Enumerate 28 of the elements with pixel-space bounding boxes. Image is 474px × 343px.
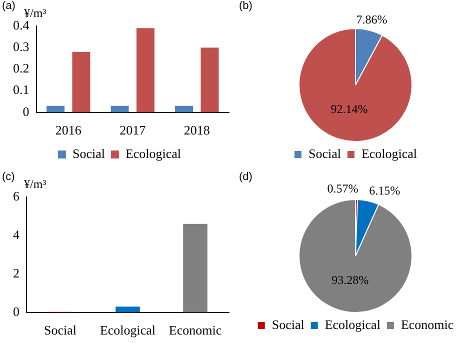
y-tick-label: 0.2 <box>13 60 30 76</box>
x-tick-label: Ecological <box>100 322 156 338</box>
text: (a) <box>2 0 16 12</box>
y-tick-label: 2 <box>13 265 20 280</box>
y-axis-title: ¥/m³ <box>24 177 47 192</box>
data-label: 6.15% <box>369 183 400 198</box>
data-label: 7.86% <box>356 12 388 27</box>
text: (c) <box>2 171 15 183</box>
x-tick-label: Social <box>44 322 77 338</box>
legend-label: Ecological <box>361 146 418 161</box>
y-tick-label: 0 <box>13 304 20 319</box>
x-tick-label: 2018 <box>184 122 210 138</box>
x-tick-label: 2016 <box>55 122 82 138</box>
data-label: 92.14% <box>330 102 368 116</box>
y-tick-label: 0.3 <box>13 39 30 54</box>
y-tick-label: 0.1 <box>13 82 30 98</box>
text: (d) <box>239 171 252 183</box>
data-label: 0.57% <box>327 182 358 196</box>
y-tick-label: 0 <box>22 104 30 119</box>
legend-label: Social <box>72 146 106 161</box>
x-tick-label: Economic <box>168 322 222 338</box>
legend-label: Social <box>308 146 342 161</box>
data-label: 93.28% <box>332 273 369 288</box>
x-tick-label: 2017 <box>120 122 146 138</box>
text: (b) <box>239 0 252 12</box>
legend-label: Ecological <box>125 146 182 161</box>
y-tick-label: 4 <box>13 226 20 242</box>
y-tick-label: 6 <box>13 188 20 204</box>
